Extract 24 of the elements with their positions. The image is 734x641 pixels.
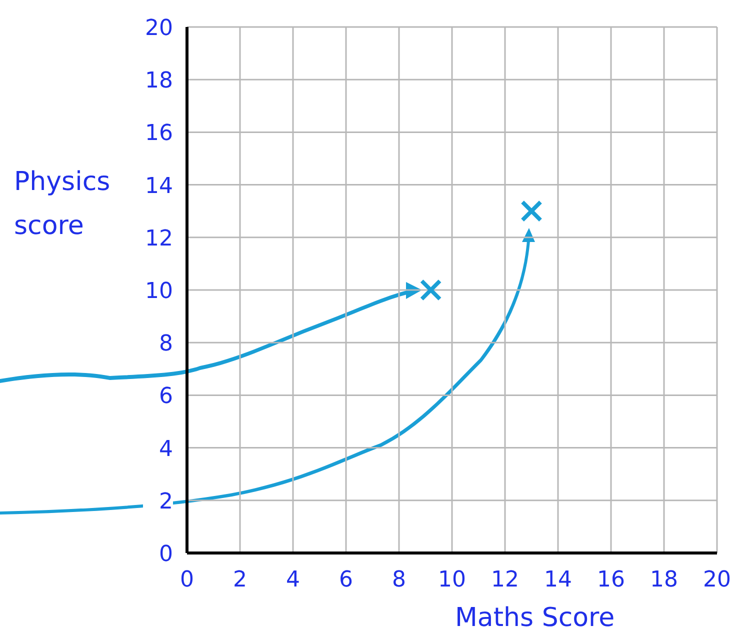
y-tick-label: 8: [159, 332, 173, 357]
y-tick-label: 4: [159, 436, 173, 462]
x-axis-title: Maths Score: [455, 603, 615, 633]
y-tick-label: 16: [145, 121, 173, 146]
x-tick-label: 4: [286, 568, 300, 593]
y-tick-label: 6: [159, 384, 173, 410]
x-tick-label: 2: [233, 568, 247, 593]
y-tick-label: 0: [159, 542, 173, 567]
x-tick-label: 10: [438, 568, 466, 593]
y-tick-label: 10: [145, 279, 173, 304]
y-tick-label: 18: [145, 68, 173, 94]
x-tick-label: 16: [597, 568, 625, 593]
y-tick-label: 2: [159, 489, 173, 514]
y-tick-label: 12: [145, 226, 173, 252]
y-axis-title: Physics score: [14, 166, 112, 243]
y-tick-label: 14: [145, 174, 173, 199]
x-tick-label: 18: [650, 568, 678, 593]
x-tick-label: 20: [703, 568, 731, 593]
x-tick-label: 14: [544, 568, 572, 593]
x-tick-label: 12: [491, 568, 519, 593]
x-tick-label: 8: [392, 568, 406, 593]
x-tick-label: 0: [180, 568, 194, 593]
x-tick-label: 6: [339, 568, 353, 593]
y-tick-label: 20: [145, 16, 173, 41]
